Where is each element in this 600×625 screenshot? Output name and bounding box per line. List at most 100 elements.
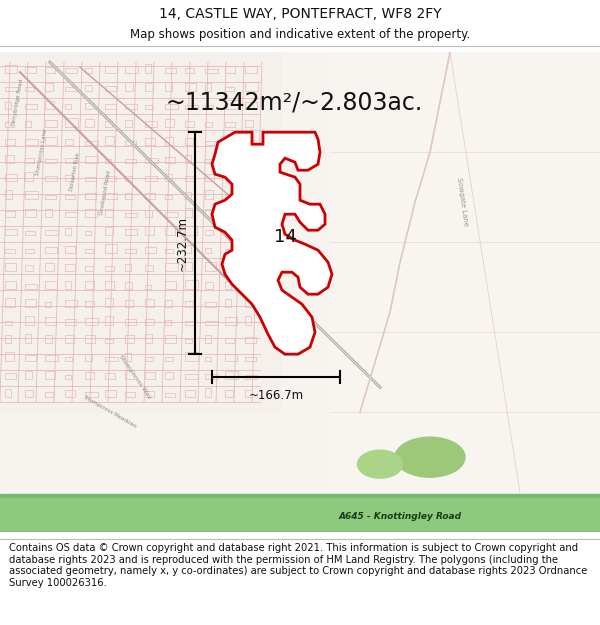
Bar — [5, 229, 17, 235]
Bar — [145, 83, 153, 91]
Bar — [185, 138, 193, 145]
Bar — [45, 263, 54, 271]
Bar — [45, 120, 57, 127]
Bar — [5, 321, 12, 325]
Bar — [65, 246, 75, 253]
Bar — [165, 174, 172, 181]
Bar — [85, 103, 94, 109]
Bar — [165, 104, 178, 109]
Bar — [25, 172, 33, 181]
Bar — [125, 159, 136, 163]
Bar — [85, 177, 96, 181]
Bar — [5, 249, 15, 253]
Bar — [245, 316, 251, 325]
Bar — [330, 52, 600, 493]
Bar — [145, 285, 151, 289]
Bar — [245, 66, 257, 73]
Bar — [5, 263, 16, 271]
Bar — [225, 338, 234, 343]
Bar — [65, 390, 75, 398]
Bar — [205, 190, 213, 199]
Bar — [145, 357, 153, 361]
Bar — [65, 264, 75, 271]
Bar — [65, 212, 77, 217]
Bar — [225, 267, 237, 271]
Bar — [125, 392, 135, 398]
Bar — [205, 122, 212, 127]
Bar — [0, 498, 600, 530]
Text: 14: 14 — [274, 228, 296, 246]
Bar — [45, 392, 53, 398]
Bar — [205, 321, 218, 325]
Bar — [45, 176, 57, 181]
Bar — [245, 102, 257, 109]
Bar — [205, 262, 216, 271]
Bar — [0, 52, 280, 413]
Bar — [105, 339, 113, 343]
Bar — [105, 159, 111, 163]
Bar — [85, 141, 98, 145]
Bar — [245, 247, 254, 253]
Bar — [25, 390, 33, 398]
Bar — [65, 87, 77, 91]
Bar — [245, 375, 257, 379]
Bar — [145, 64, 151, 73]
Bar — [65, 335, 74, 343]
Text: Dolverton Rise: Dolverton Rise — [69, 152, 81, 192]
Bar — [245, 173, 253, 181]
Bar — [205, 374, 218, 379]
Bar — [25, 209, 36, 217]
Bar — [165, 263, 178, 271]
Bar — [125, 353, 131, 361]
Bar — [125, 66, 138, 73]
Bar — [105, 86, 116, 91]
Bar — [125, 213, 137, 217]
Text: Stumpcross Lane: Stumpcross Lane — [35, 128, 49, 176]
Bar — [185, 155, 191, 163]
Bar — [245, 280, 252, 289]
Bar — [245, 120, 253, 127]
Bar — [105, 316, 113, 325]
Bar — [5, 122, 14, 127]
Text: Map shows position and indicative extent of the property.: Map shows position and indicative extent… — [130, 28, 470, 41]
Bar — [65, 118, 78, 127]
Text: Stumpcross Meadows: Stumpcross Meadows — [83, 395, 137, 429]
Bar — [205, 141, 218, 145]
Bar — [225, 122, 235, 127]
Bar — [165, 357, 173, 361]
Bar — [45, 247, 57, 253]
Bar — [65, 281, 71, 289]
Bar — [45, 281, 57, 289]
Bar — [245, 155, 253, 163]
Text: ~11342m²/~2.803ac.: ~11342m²/~2.803ac. — [165, 90, 422, 114]
Text: Sowgate Lane: Sowgate Lane — [455, 177, 469, 227]
Bar — [45, 371, 55, 379]
Bar — [65, 300, 77, 307]
Bar — [105, 176, 116, 181]
Bar — [125, 176, 132, 181]
Bar — [25, 231, 35, 235]
Bar — [225, 87, 234, 91]
Bar — [185, 105, 198, 109]
Bar — [5, 190, 12, 199]
Bar — [145, 247, 156, 253]
Bar — [25, 316, 34, 325]
Bar — [45, 302, 51, 307]
Bar — [25, 249, 34, 253]
Bar — [165, 82, 172, 91]
Bar — [85, 266, 93, 271]
Bar — [245, 263, 256, 271]
Ellipse shape — [358, 450, 403, 478]
Bar — [165, 195, 172, 199]
Bar — [125, 300, 133, 307]
Bar — [105, 357, 118, 361]
Bar — [25, 355, 36, 361]
Bar — [145, 334, 152, 343]
Bar — [5, 102, 11, 109]
Bar — [205, 83, 211, 91]
Bar — [185, 352, 198, 361]
Bar — [25, 371, 32, 379]
Bar — [185, 262, 192, 271]
Bar — [0, 494, 600, 532]
Bar — [85, 318, 98, 325]
